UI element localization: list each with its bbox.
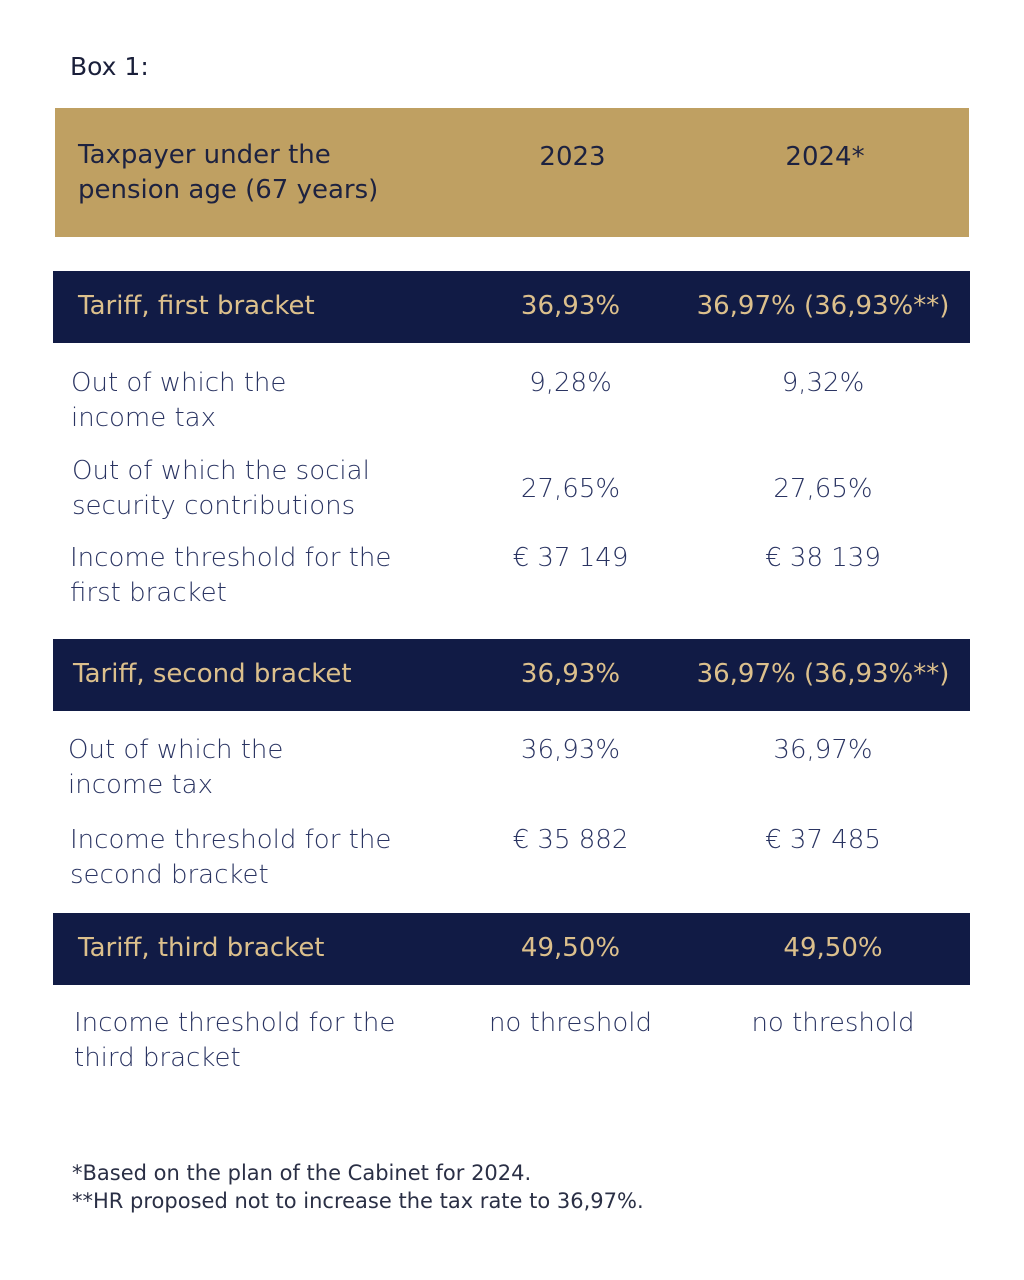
row-2023: 27,65% <box>520 474 621 504</box>
band-2023: 36,93% <box>520 291 621 321</box>
row-2024: no threshold <box>751 1008 915 1038</box>
band-2024: 36,97% (36,93%**) <box>696 291 950 321</box>
row-label: Out of which the income tax <box>71 368 287 433</box>
footnote-2: **HR proposed not to increase the tax ra… <box>72 1189 644 1213</box>
row-2024: 27,65% <box>773 474 873 504</box>
header-2023: 2023 <box>539 142 606 172</box>
tariff-second-bracket-band: Tariff, second bracket 36,93% 36,97% (36… <box>53 639 970 711</box>
row-2024: 9,32% <box>781 368 865 398</box>
box-title: Box 1: <box>70 52 149 81</box>
header-2024: 2024* <box>785 142 865 172</box>
row-label: Income threshold for the second bracket <box>70 825 392 890</box>
row-2023: 36,93% <box>520 735 621 765</box>
band-2023: 36,93% <box>520 659 621 689</box>
row-label: Income threshold for the third bracket <box>74 1008 396 1073</box>
tariff-first-bracket-band: Tariff, first bracket 36,93% 36,97% (36,… <box>53 271 970 343</box>
band-2023: 49,50% <box>520 933 621 963</box>
header-label: Taxpayer under the pension age (67 years… <box>78 140 379 205</box>
row-label: Out of which the income tax <box>68 735 284 800</box>
table-header: Taxpayer under the pension age (67 years… <box>55 108 969 237</box>
row-2023: € 35 882 <box>512 825 629 855</box>
row-2024: € 38 139 <box>765 543 881 573</box>
band-2024: 36,97% (36,93%**) <box>696 659 950 689</box>
row-2024: 36,97% <box>773 735 873 765</box>
band-label: Tariff, second bracket <box>73 659 352 689</box>
row-2023: 9,28% <box>529 368 612 398</box>
row-2023: € 37 149 <box>512 543 629 573</box>
row-label: Income threshold for the first bracket <box>70 543 392 608</box>
tariff-third-bracket-band: Tariff, third bracket 49,50% 49,50% <box>53 913 970 985</box>
row-2024: € 37 485 <box>765 825 881 855</box>
band-label: Tariff, first bracket <box>78 291 315 321</box>
footnote-1: *Based on the plan of the Cabinet for 20… <box>72 1161 532 1185</box>
row-2023: no threshold <box>488 1008 653 1038</box>
band-2024: 49,50% <box>783 933 883 963</box>
row-label: Out of which the social security contrib… <box>72 456 370 521</box>
band-label: Tariff, third bracket <box>78 933 325 963</box>
